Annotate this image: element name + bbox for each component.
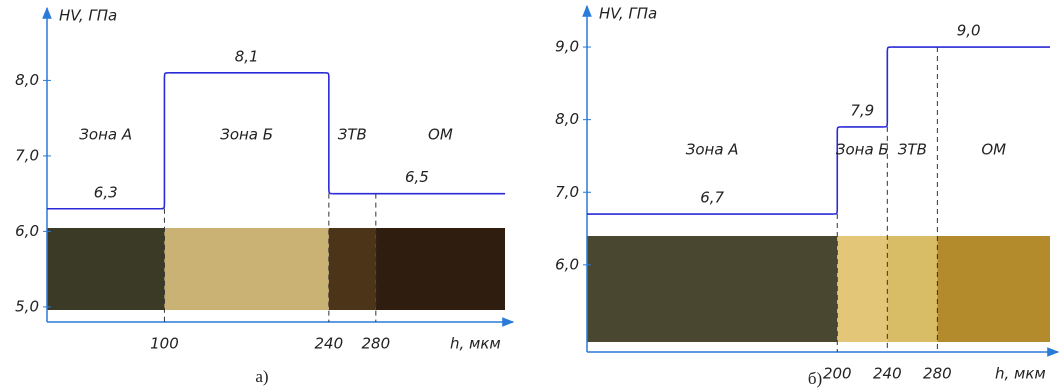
y-tick-label: 8,0 [555, 110, 579, 128]
zone-label: Зона А [79, 126, 132, 144]
transition [325, 73, 333, 194]
value-label: 9,0 [957, 22, 981, 40]
x-tick-label: 100 [150, 335, 179, 353]
zone-label: Зона Б [836, 141, 889, 159]
y-tick-label: 6,0 [555, 255, 579, 273]
y-axis-label: HV, ГПа [599, 5, 657, 23]
caption: б) [808, 369, 822, 388]
micrograph [47, 228, 164, 310]
value-label: 6,5 [405, 168, 429, 186]
micrograph [329, 228, 376, 310]
micrograph [837, 236, 887, 342]
zone-label: ЗТВ [338, 126, 367, 144]
x-tick-label: 240 [873, 365, 902, 383]
x-tick-label: 280 [362, 335, 391, 353]
value-label: 6,3 [94, 183, 118, 201]
figure: HV, ГПа h, мкм а) 5,0 6,0 7,0 8,0 6,3 8,1 6,5 100 2… [0, 0, 1059, 391]
y-tick-label: 8,0 [15, 71, 39, 89]
zone-label: ЗТВ [898, 141, 927, 159]
micrograph [937, 236, 1050, 342]
value-label: 7,9 [850, 101, 874, 119]
transition [160, 73, 168, 209]
zone-label: ОМ [428, 126, 453, 144]
zone-label: ОМ [981, 141, 1006, 159]
y-axis-label: HV, ГПа [59, 7, 117, 25]
x-tick-label: 200 [823, 365, 852, 383]
caption: а) [255, 367, 268, 386]
transition [883, 47, 891, 127]
y-tick-label: 7,0 [555, 183, 579, 201]
value-label: 8,1 [235, 47, 259, 65]
y-tick-label: 5,0 [15, 297, 39, 315]
x-axis-label: h, мкм [450, 335, 501, 353]
micrograph [376, 228, 505, 310]
y-tick-label: 9,0 [555, 38, 579, 56]
x-axis-label: h, мкм [995, 365, 1046, 383]
value-label: 6,7 [700, 189, 724, 207]
y-tick-label: 6,0 [15, 222, 39, 240]
x-tick-label: 240 [315, 335, 344, 353]
x-tick-label: 280 [923, 365, 952, 383]
y-tick-label: 7,0 [15, 146, 39, 164]
micrograph [887, 236, 937, 342]
micrograph [587, 236, 837, 342]
zone-label: Зона А [686, 141, 739, 159]
zone-label: Зона Б [220, 126, 273, 144]
micrograph [164, 228, 328, 310]
